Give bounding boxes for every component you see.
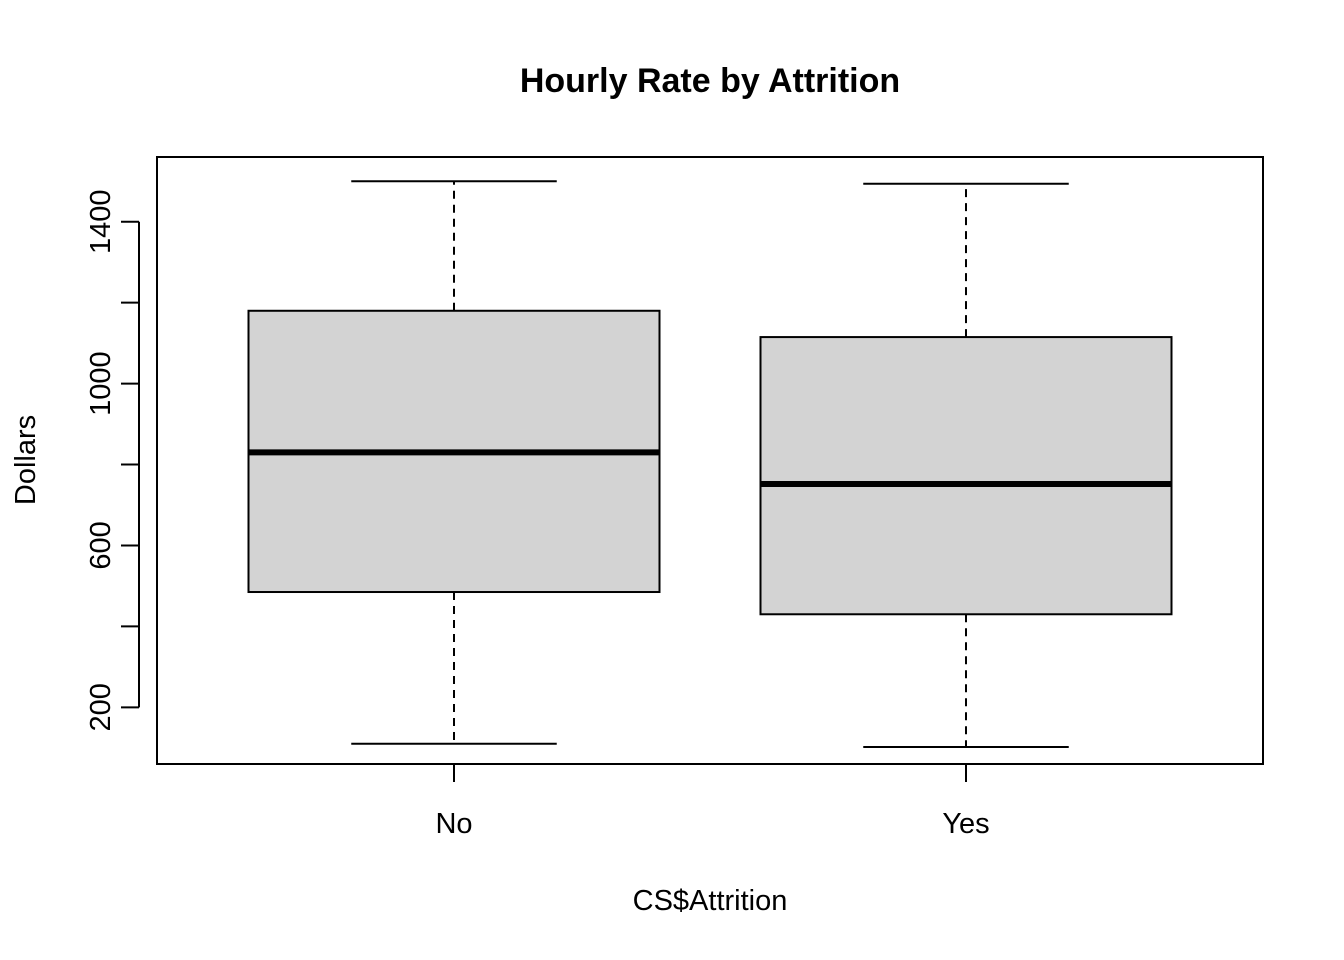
y-tick-label: 200 [85,683,117,731]
chart-title: Hourly Rate by Attrition [520,62,900,100]
y-tick-label: 1400 [85,189,117,254]
plot-frame [156,156,1264,765]
box-yes [759,182,1173,749]
x-axis: No Yes [435,764,990,840]
x-tick-label: No [435,808,472,840]
x-tick-label: Yes [942,808,989,840]
y-tick-label: 600 [85,521,117,569]
box-no [247,180,661,745]
iqr-box [759,336,1173,616]
box-group [247,180,1173,749]
y-axis-label: Dollars [10,415,42,505]
x-axis-label: CS$Attrition [633,885,788,917]
y-axis: 200 600 1000 1400 [85,189,140,732]
y-tick-label: 1000 [85,351,117,416]
